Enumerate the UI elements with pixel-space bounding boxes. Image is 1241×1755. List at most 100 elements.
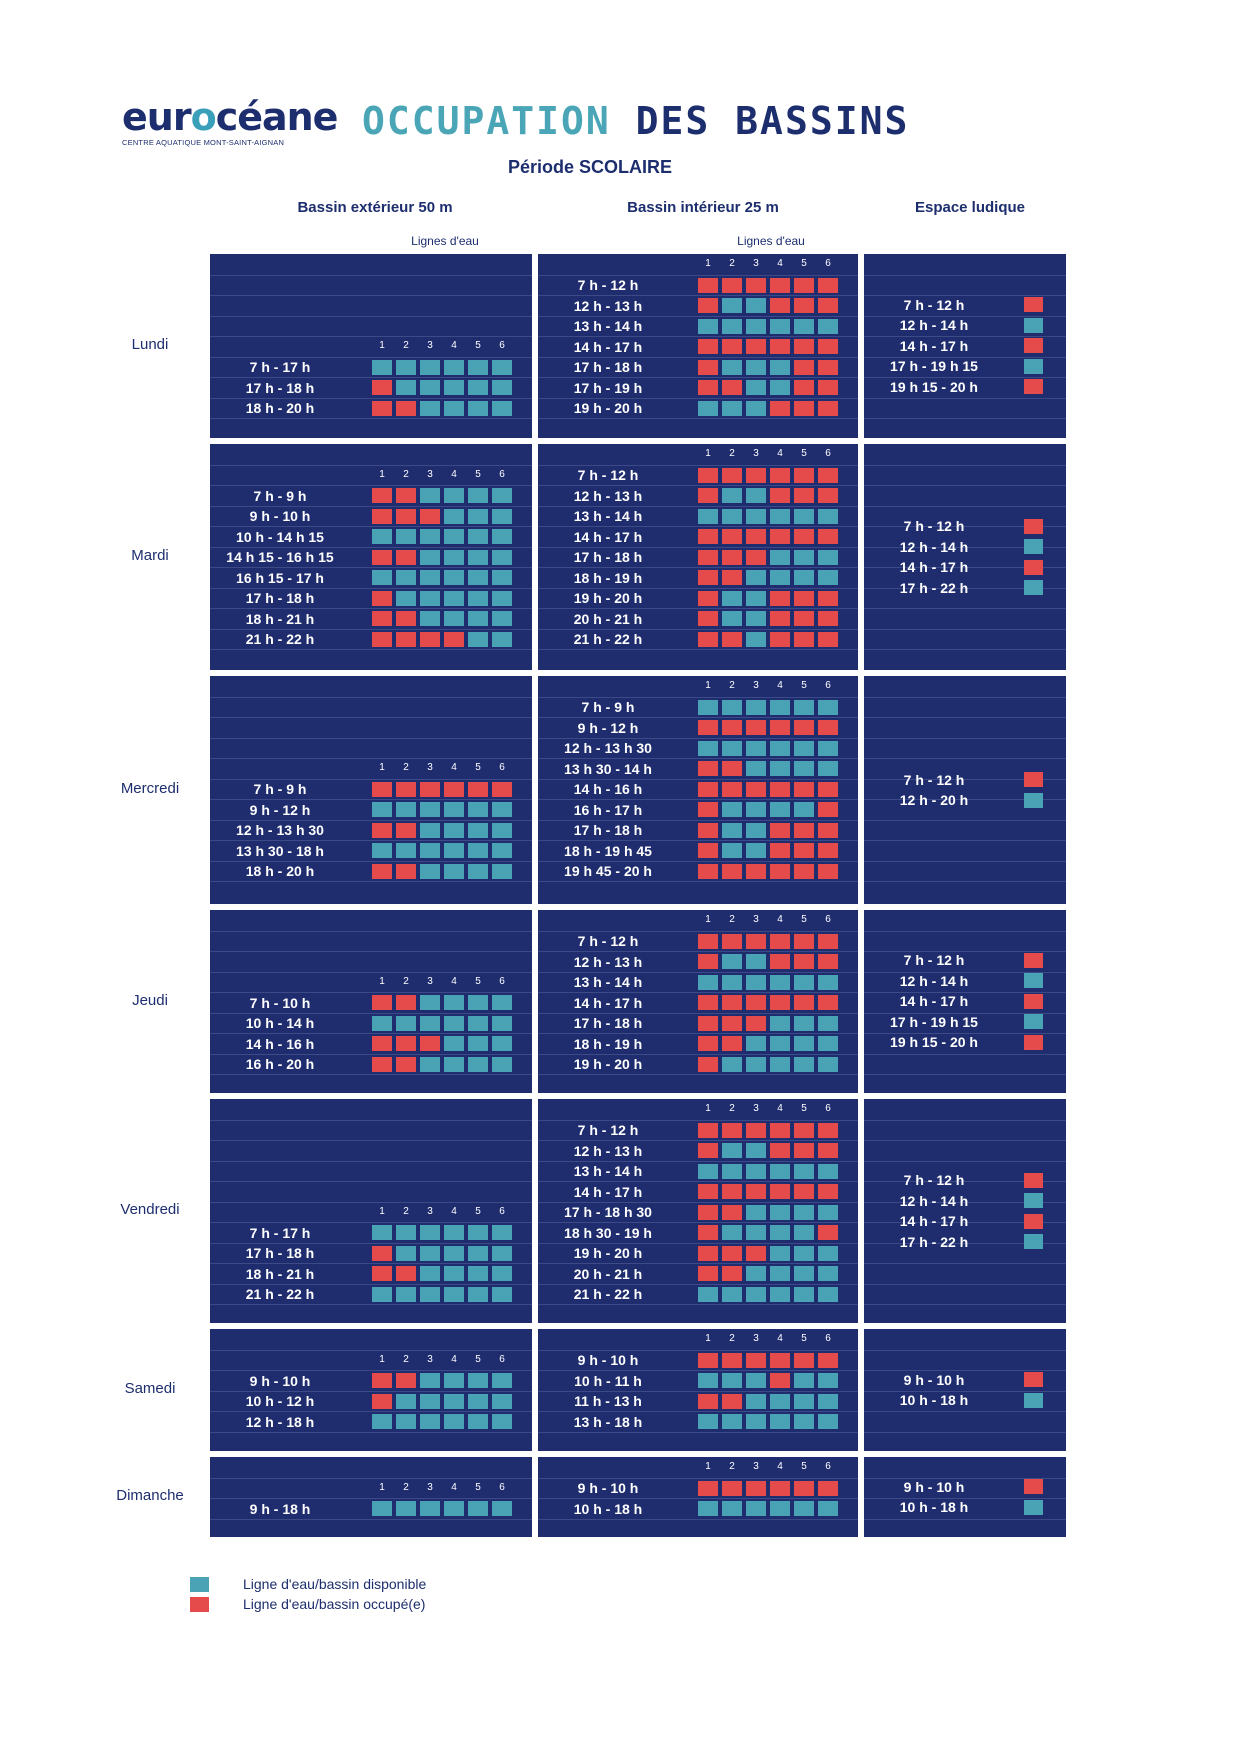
available-cell — [372, 529, 392, 544]
available-cell — [818, 761, 838, 776]
indoor-slot: 11 h - 13 h — [538, 1391, 858, 1411]
row-divider — [538, 1518, 858, 1520]
row-divider — [864, 881, 1066, 882]
outdoor-slot: 7 h - 9 h — [210, 486, 532, 506]
available-cell — [818, 570, 838, 585]
row-divider — [538, 336, 858, 337]
available-cell — [492, 570, 512, 585]
outdoor-slot: 9 h - 18 h — [210, 1499, 532, 1519]
row-divider — [210, 930, 532, 932]
lane-numbers: 1 2 3 4 5 6 — [698, 257, 838, 271]
available-cell — [794, 1266, 814, 1281]
lane-number: 1 — [379, 762, 385, 773]
occupied-cell — [396, 822, 416, 838]
available-cell — [698, 318, 718, 334]
available-cell — [818, 699, 838, 715]
ludique-slot: 7 h - 12 h — [864, 516, 1066, 536]
occupied-cell — [818, 720, 838, 735]
available-cell — [420, 995, 440, 1010]
occupied-cell — [722, 1245, 742, 1261]
available-cell — [420, 1414, 440, 1429]
available-cell — [468, 1501, 488, 1516]
row-divider — [538, 758, 858, 759]
available-cell — [444, 1225, 464, 1240]
row-divider — [538, 567, 858, 568]
row-divider — [210, 992, 532, 993]
occupied-cell — [794, 954, 814, 969]
lane-numbers: 1 2 3 4 5 6 — [372, 1205, 512, 1219]
row-divider — [864, 930, 1066, 932]
row-divider — [538, 608, 858, 609]
lane-cells — [698, 590, 838, 606]
lane-number: 3 — [427, 1353, 433, 1365]
outdoor-lanes-label: Lignes d'eau — [411, 234, 479, 248]
occupied-cell — [746, 277, 766, 293]
row-divider — [864, 737, 1066, 739]
row-divider — [210, 628, 532, 630]
lane-cells — [698, 529, 838, 544]
row-divider — [538, 485, 858, 486]
occupied-cell — [746, 1122, 766, 1138]
available-cell — [794, 1056, 814, 1072]
occupied-cell — [818, 298, 838, 313]
available-cell — [746, 380, 766, 395]
available-cell — [492, 1245, 512, 1261]
available-cell — [468, 822, 488, 838]
available-cell — [746, 1036, 766, 1051]
row-divider — [210, 778, 532, 780]
row-divider — [538, 992, 858, 993]
ludique-block: 7 h - 12 h 12 h - 14 h 14 h - 17 h 17 h - 1… — [864, 254, 1066, 438]
lane-cells — [698, 699, 838, 715]
row-divider — [864, 951, 1066, 952]
occupied-cell — [770, 467, 790, 483]
ludique-block: 7 h - 12 h 12 h - 20 h — [864, 676, 1066, 904]
indoor-slot: 12 h - 13 h — [538, 296, 858, 316]
available-cell — [722, 1501, 742, 1516]
row-divider — [538, 1498, 858, 1499]
available-cell — [1024, 1499, 1043, 1515]
available-cell — [794, 1373, 814, 1388]
occupied-cell — [770, 488, 790, 503]
occupied-cell — [818, 1184, 838, 1199]
available-cell — [396, 590, 416, 606]
occupied-cell — [698, 843, 718, 858]
lane-cells — [698, 359, 838, 375]
available-cell — [468, 1266, 488, 1281]
day-label: Jeudi — [132, 991, 168, 1009]
lane-number: 2 — [729, 1461, 735, 1472]
row-divider — [538, 377, 858, 378]
ludique-column-header: Espace ludique — [914, 199, 1026, 216]
occupied-cell — [698, 1056, 718, 1072]
row-divider — [538, 819, 858, 821]
row-divider — [210, 526, 532, 527]
occupied-cell — [722, 1352, 742, 1368]
occupied-cell — [372, 781, 392, 797]
lane-number: 2 — [403, 468, 409, 480]
available-cell — [468, 995, 488, 1010]
available-cell — [492, 1286, 512, 1302]
indoor-block: 1 2 3 4 5 6 7 h - 9 h 9 h - 12 h 12 h - 13 h 30 1… — [538, 676, 858, 904]
row-divider — [210, 1498, 532, 1499]
slot-time: 19 h 15 - 20 h — [890, 1034, 978, 1051]
available-cell — [722, 802, 742, 817]
ludique-slot: 12 h - 14 h — [864, 971, 1066, 991]
available-cell — [420, 1015, 440, 1031]
occupied-cell — [770, 400, 790, 416]
lane-number: 1 — [705, 680, 711, 691]
lane-cells — [698, 1352, 838, 1368]
available-cell — [468, 400, 488, 416]
available-cell — [746, 359, 766, 375]
indoor-slot: 14 h - 17 h — [538, 527, 858, 547]
outdoor-column-header: Bassin extérieur 50 m — [297, 199, 453, 216]
available-cell — [818, 1015, 838, 1031]
slot-time: 9 h - 10 h — [249, 508, 311, 524]
available-cell — [794, 1163, 814, 1179]
lane-number: 6 — [825, 448, 831, 459]
lane-number: 1 — [705, 258, 711, 269]
row-divider — [538, 951, 858, 952]
occupied-cell — [1024, 1172, 1043, 1188]
occupied-cell — [818, 467, 838, 483]
lane-cells — [372, 1393, 512, 1409]
available-cell — [818, 1163, 838, 1179]
available-cell — [444, 843, 464, 858]
